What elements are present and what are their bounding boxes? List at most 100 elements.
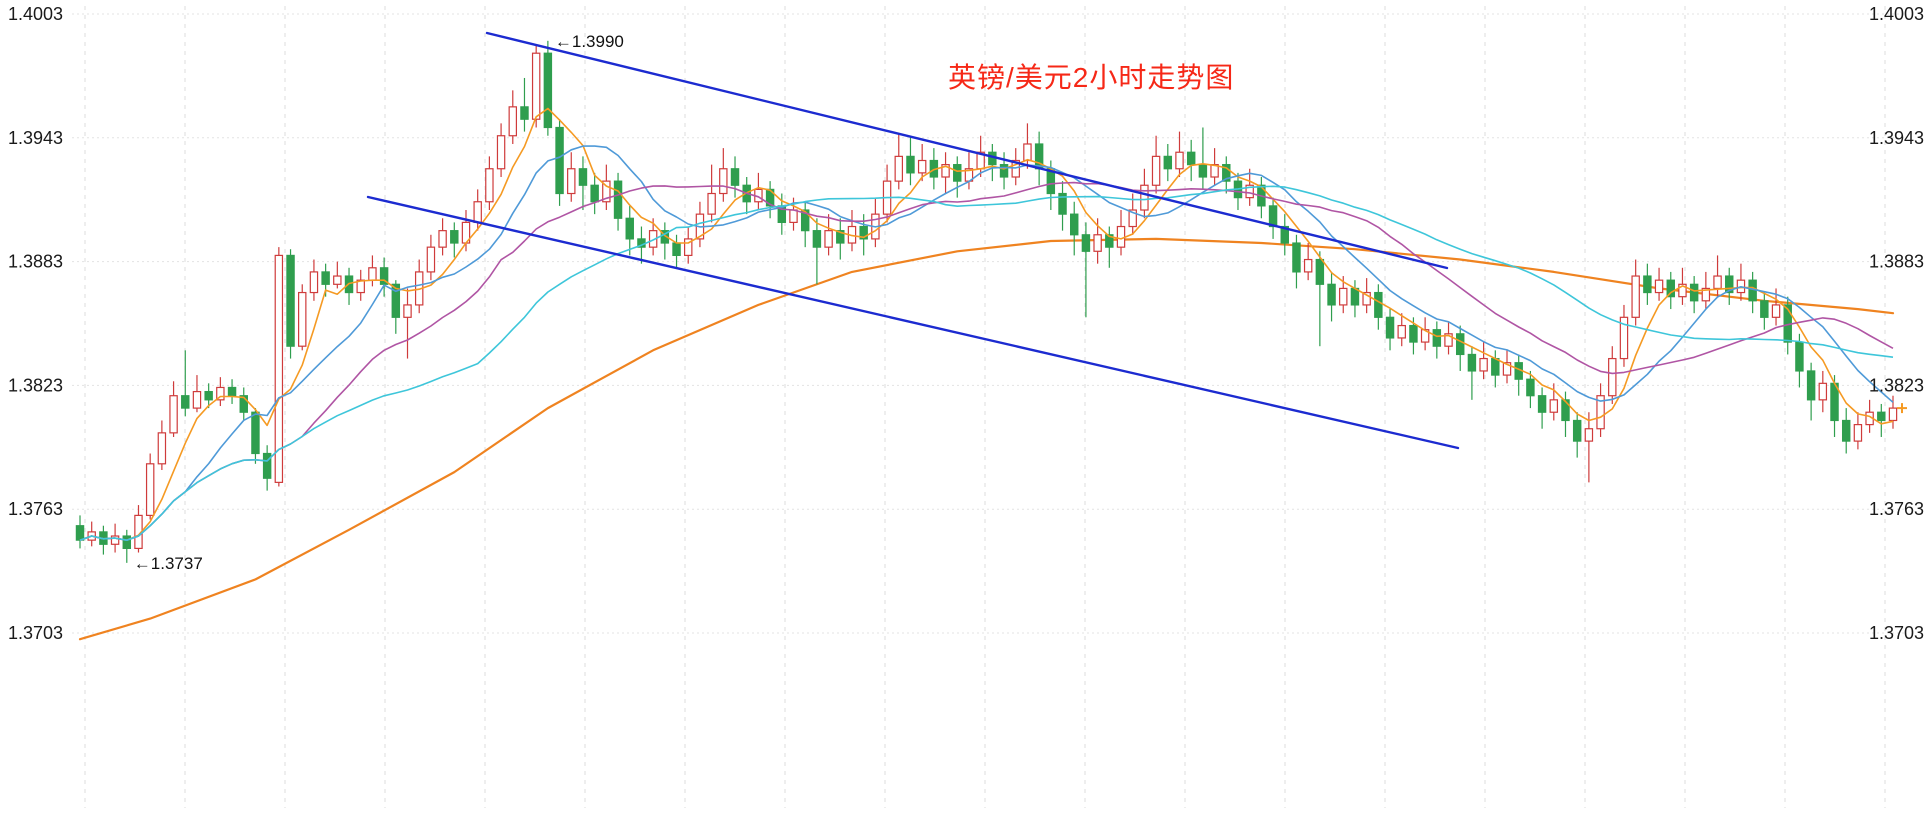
candle-up bbox=[1011, 159, 1020, 178]
y-axis-label-left: 1.3763 bbox=[8, 499, 63, 519]
candle-up bbox=[1339, 287, 1348, 306]
candle-down bbox=[1795, 341, 1804, 372]
candle-up bbox=[356, 279, 365, 294]
candle-up bbox=[1151, 155, 1161, 186]
candle-up bbox=[403, 304, 412, 318]
channel-lower-trendline bbox=[366, 195, 1460, 450]
candle-up bbox=[1444, 333, 1453, 347]
candle-up bbox=[1175, 151, 1184, 170]
candle-up bbox=[145, 463, 155, 516]
candle-down bbox=[1385, 316, 1395, 339]
candle-up bbox=[485, 168, 494, 203]
candle-down bbox=[613, 180, 623, 219]
candle-up bbox=[1608, 357, 1617, 397]
candle-up bbox=[157, 432, 167, 465]
candle-down bbox=[1432, 329, 1442, 347]
candle-up bbox=[1245, 184, 1254, 199]
candle-down bbox=[520, 106, 529, 120]
candle-up bbox=[1888, 407, 1898, 422]
candle-up bbox=[1093, 234, 1102, 252]
candle-up bbox=[169, 395, 178, 434]
candle-down bbox=[1315, 258, 1325, 285]
candle-up bbox=[298, 291, 307, 347]
candle-down bbox=[1643, 275, 1652, 294]
y-axis-label-left: 1.3883 bbox=[8, 252, 63, 272]
y-axis-label-right: 1.3703 bbox=[1869, 623, 1924, 643]
candle-down bbox=[1222, 164, 1231, 182]
candle-up bbox=[333, 275, 342, 285]
candle-down bbox=[1806, 370, 1816, 401]
candle-down bbox=[1327, 283, 1336, 306]
candle-up bbox=[1549, 399, 1559, 413]
candle-down bbox=[590, 184, 599, 203]
candle-down bbox=[812, 230, 822, 248]
candle-up bbox=[941, 164, 950, 178]
candle-up bbox=[684, 238, 693, 257]
candle-down bbox=[1105, 234, 1114, 248]
y-axis-label-left: 1.4003 bbox=[8, 4, 63, 24]
candle-up bbox=[110, 535, 120, 545]
candle-down bbox=[262, 452, 272, 479]
candle-down bbox=[800, 209, 810, 232]
candle-up bbox=[1397, 324, 1406, 339]
candle-up bbox=[426, 246, 436, 273]
candle-down bbox=[859, 225, 868, 240]
candle-down bbox=[1069, 213, 1079, 236]
candle-up bbox=[1502, 362, 1512, 376]
candle-down bbox=[321, 271, 330, 285]
candle-down bbox=[450, 230, 459, 244]
candle-down bbox=[1725, 275, 1734, 294]
candle-down bbox=[660, 230, 670, 244]
candle-up bbox=[1818, 382, 1828, 401]
y-axis-label-left: 1.3943 bbox=[8, 128, 63, 148]
candle-up bbox=[1140, 184, 1149, 211]
candle-up bbox=[508, 106, 518, 137]
chart-title: 英镑/美元2小时走势图 bbox=[948, 62, 1235, 93]
candle-up bbox=[274, 254, 284, 483]
candle-down bbox=[122, 535, 132, 550]
candle-down bbox=[555, 126, 564, 195]
candle-up bbox=[602, 180, 611, 203]
candle-down bbox=[1268, 205, 1278, 228]
candle-down bbox=[391, 283, 401, 318]
candle-down bbox=[286, 254, 295, 347]
candle-down bbox=[204, 390, 213, 401]
ma-slow-line bbox=[79, 181, 1894, 542]
candle-down bbox=[953, 164, 962, 182]
candle-up bbox=[1701, 287, 1711, 302]
candle-down bbox=[625, 217, 634, 240]
candle-up bbox=[1619, 316, 1629, 360]
y-axis-label-right: 1.3763 bbox=[1869, 499, 1924, 519]
candle-down bbox=[1163, 155, 1173, 170]
y-axis-label-left: 1.3703 bbox=[8, 623, 63, 643]
candle-up bbox=[438, 230, 447, 248]
candle-down bbox=[1526, 378, 1535, 397]
candle-up bbox=[707, 192, 716, 215]
candle-up bbox=[1362, 291, 1371, 306]
candle-down bbox=[1537, 395, 1547, 413]
candle-down bbox=[1561, 399, 1570, 422]
candle-down bbox=[181, 395, 190, 409]
price-annotation: ←1.3990 bbox=[555, 32, 624, 51]
candle-down bbox=[1350, 287, 1360, 306]
candle-down bbox=[672, 242, 681, 257]
candle-down bbox=[578, 168, 588, 186]
price-annotation: ←1.3737 bbox=[134, 554, 203, 573]
candle-down bbox=[906, 155, 915, 174]
candle-down bbox=[1058, 192, 1067, 215]
candle-down bbox=[543, 52, 553, 129]
candle-up bbox=[1713, 275, 1722, 290]
candle-down bbox=[75, 525, 85, 541]
candle-up bbox=[1771, 304, 1781, 318]
candle-up bbox=[824, 230, 833, 248]
candle-down bbox=[730, 168, 740, 186]
candle-up bbox=[719, 168, 728, 195]
candle-up bbox=[1116, 225, 1126, 248]
candle-down bbox=[999, 164, 1009, 178]
candle-down bbox=[379, 267, 389, 285]
candle-up bbox=[531, 52, 541, 120]
candle-up bbox=[192, 390, 202, 409]
candle-down bbox=[765, 188, 775, 207]
